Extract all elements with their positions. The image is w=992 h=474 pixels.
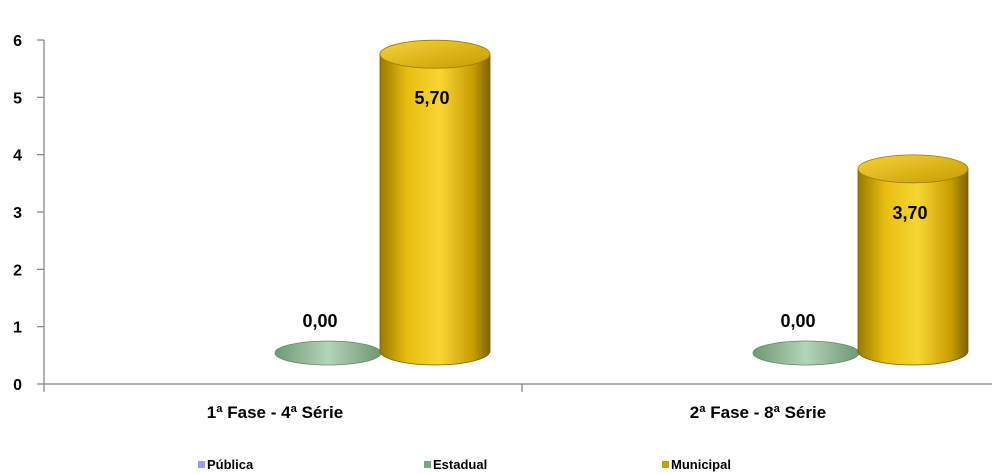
x-category-label: 2ª Fase - 8ª Série — [690, 403, 826, 422]
x-category-label: 1ª Fase - 4ª Série — [207, 403, 343, 422]
bar-municipal-body — [857, 168, 969, 366]
bar-estadual — [274, 340, 382, 366]
bar-municipal-top — [857, 154, 969, 184]
y-tick-label: 3 — [13, 205, 22, 222]
legend-label: Estadual — [433, 457, 487, 472]
legend-swatch — [424, 461, 431, 468]
y-ticks: 0 1 2 3 4 5 6 — [13, 33, 44, 394]
legend: Pública Estadual Municipal — [198, 457, 731, 472]
legend-swatch — [198, 461, 205, 468]
legend-label: Municipal — [671, 457, 731, 472]
y-tick-label: 1 — [13, 320, 22, 337]
y-tick-label: 6 — [13, 33, 22, 50]
data-label-municipal: 3,70 — [892, 203, 927, 223]
bar-municipal-body — [379, 53, 491, 366]
bars: 0,00 5,70 0,00 3,70 — [274, 39, 969, 366]
data-label-municipal: 5,70 — [414, 88, 449, 108]
legend-label: Pública — [207, 457, 254, 472]
data-label-estadual: 0,00 — [780, 311, 815, 331]
bar-municipal-top — [379, 39, 491, 69]
data-label-estadual: 0,00 — [302, 311, 337, 331]
y-tick-label: 0 — [13, 377, 22, 394]
bar-municipal — [379, 39, 491, 366]
y-tick-label: 4 — [13, 148, 22, 165]
y-tick-label: 5 — [13, 90, 22, 107]
axes — [43, 40, 992, 392]
bar-estadual — [752, 340, 860, 366]
category-labels: 1ª Fase - 4ª Série 2ª Fase - 8ª Série — [207, 403, 826, 422]
bar-municipal — [857, 154, 969, 366]
legend-swatch — [662, 461, 669, 468]
y-tick-label: 2 — [13, 262, 22, 279]
